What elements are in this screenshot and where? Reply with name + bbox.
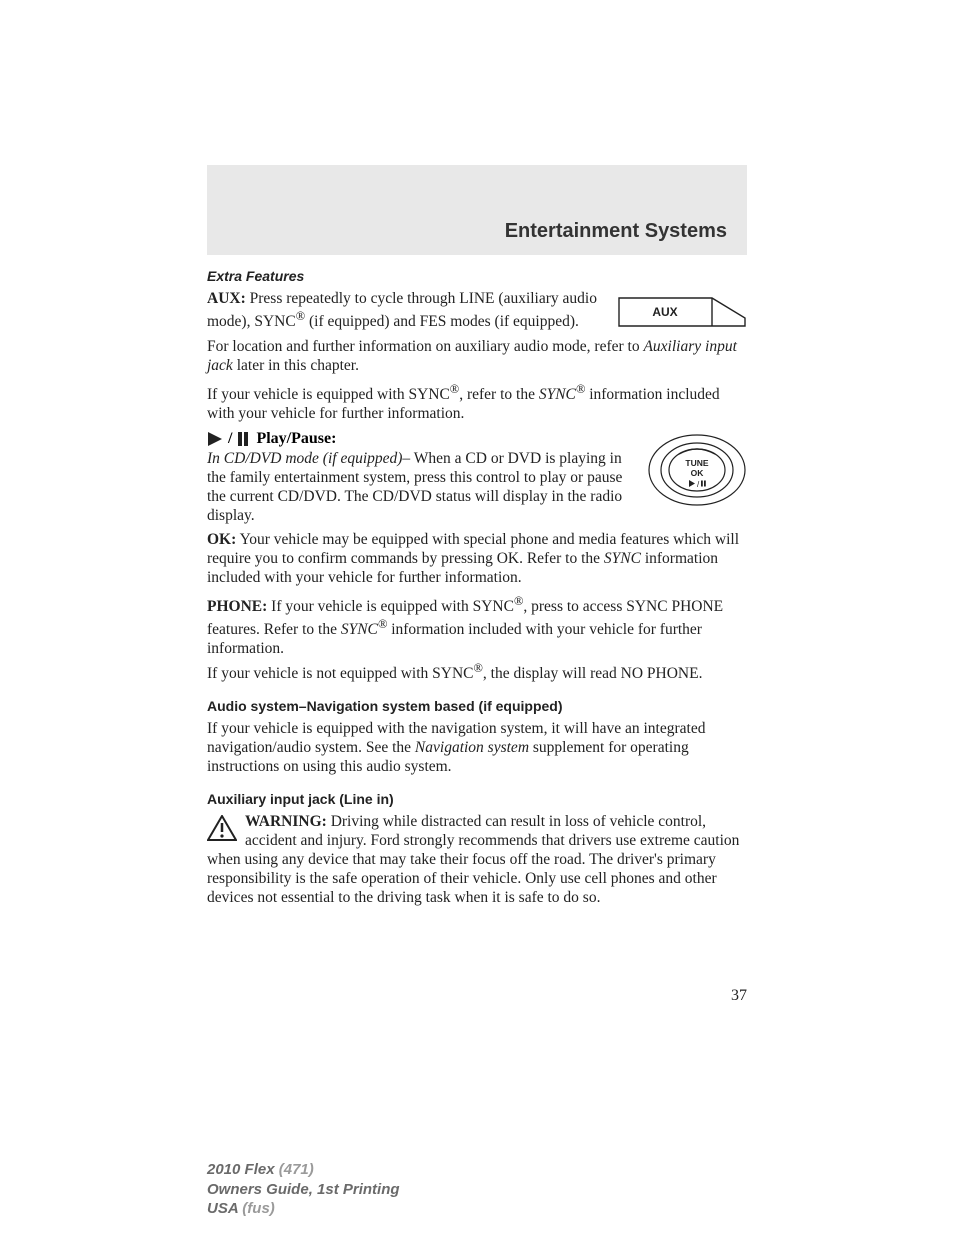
svg-text:TUNE: TUNE xyxy=(685,458,708,468)
page-content: Extra Features AUX AUX: Press repeatedly… xyxy=(207,268,747,913)
sync-ref-paragraph: If your vehicle is equipped with SYNC®, … xyxy=(207,382,747,424)
aux-button-diagram: AUX xyxy=(617,290,747,334)
ok-label: OK: xyxy=(207,531,236,548)
warning-block: WARNING: Driving while distracted can re… xyxy=(207,813,747,914)
pause-icon xyxy=(237,432,249,446)
footer-line-2: Owners Guide, 1st Printing xyxy=(207,1180,747,1200)
aux-jack-heading: Auxiliary input jack (Line in) xyxy=(207,791,747,807)
nav-system-heading: Audio system–Navigation system based (if… xyxy=(207,698,747,714)
page-number: 37 xyxy=(207,987,747,1005)
footer-block: 2010 Flex (471) Owners Guide, 1st Printi… xyxy=(207,1160,747,1219)
phone-label: PHONE: xyxy=(207,598,267,615)
svg-text:OK: OK xyxy=(691,468,705,478)
footer-line-3: USA (fus) xyxy=(207,1199,747,1219)
phone-paragraph: PHONE: If your vehicle is equipped with … xyxy=(207,594,747,659)
aux-location-paragraph: For location and further information on … xyxy=(207,338,747,376)
warning-paragraph: WARNING: Driving while distracted can re… xyxy=(207,813,747,908)
section-header-bar: Entertainment Systems xyxy=(207,165,747,255)
svg-text:/: / xyxy=(697,480,700,489)
slash-separator: / xyxy=(228,430,232,448)
play-pause-label: Play/Pause: xyxy=(256,430,336,448)
extra-features-heading: Extra Features xyxy=(207,268,747,284)
nav-system-paragraph: If your vehicle is equipped with the nav… xyxy=(207,720,747,777)
no-phone-paragraph: If your vehicle is not equipped with SYN… xyxy=(207,661,747,684)
footer-line-1: 2010 Flex (471) xyxy=(207,1160,747,1180)
section-title: Entertainment Systems xyxy=(505,220,727,243)
play-icon xyxy=(207,431,223,447)
aux-label: AUX: xyxy=(207,290,246,307)
tune-knob-diagram: TUNE OK / xyxy=(647,430,747,510)
play-pause-heading-row: / Play/Pause: xyxy=(207,430,627,448)
aux-button-label: AUX xyxy=(652,305,677,319)
warning-label: WARNING: xyxy=(245,813,327,830)
warning-icon xyxy=(207,815,237,841)
ok-paragraph: OK: Your vehicle may be equipped with sp… xyxy=(207,531,747,588)
